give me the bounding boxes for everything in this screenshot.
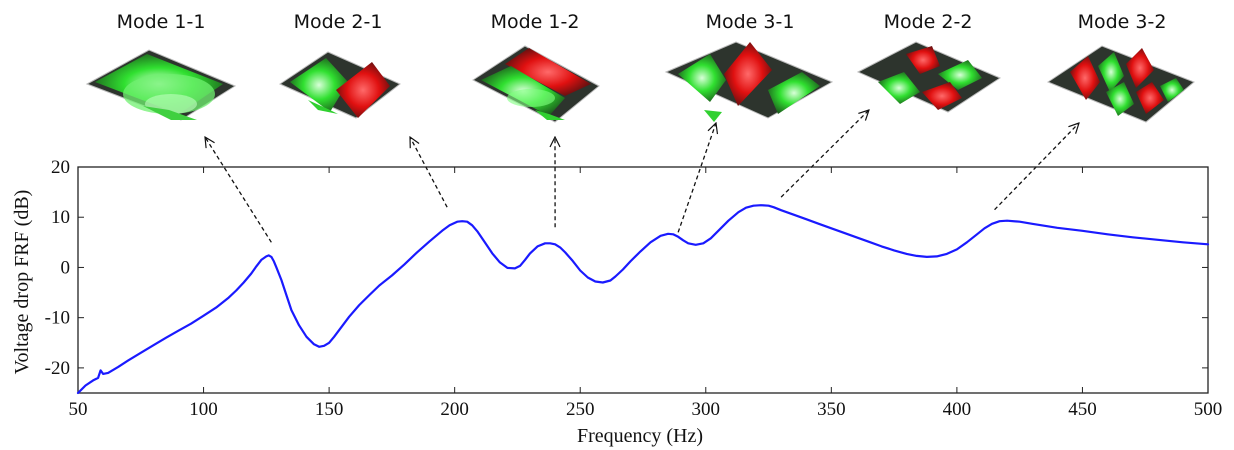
y-axis-title: Voltage drop FRF (dB) [11,190,33,375]
x-tick-label: 400 [943,399,972,420]
x-tick-label: 250 [566,399,595,420]
mode-title: Mode 3-1 [706,11,795,33]
mode-title: Mode 1-1 [117,11,206,33]
y-tick-label: 20 [51,157,70,178]
x-tick-label: 500 [1194,399,1223,420]
x-axis-ticks: 50 100 150 200 250 300 350 400 450 500 [69,167,1223,420]
mode-shape-1-2-picture [472,45,600,123]
mode-arrow [994,123,1079,211]
mode-arrow [205,137,272,243]
y-tick-label: -20 [45,358,70,379]
y-axis-ticks: -20 -10 0 10 20 [45,157,1208,379]
mode-shape-1-1-picture [85,49,237,121]
mode-arrow [677,123,716,233]
y-tick-label: 10 [51,207,70,228]
mode-title: Mode 1-2 [491,11,580,33]
mode-arrow [780,110,869,198]
x-tick-label: 100 [189,399,218,420]
x-tick-label: 50 [69,399,88,420]
plot-frame [77,166,1209,394]
x-tick-label: 450 [1068,399,1097,420]
mode-title: Mode 2-2 [884,11,973,33]
x-tick-label: 300 [692,399,721,420]
mode-arrows [205,110,1079,243]
mode-shape-2-1-picture [278,51,401,119]
mode-shape-2-2-picture [856,41,1002,113]
x-axis-title: Frequency (Hz) [577,425,703,447]
mode-shape-pictures [85,41,1195,123]
frf-series-line [76,204,1210,395]
mode-title: Mode 2-1 [294,11,383,33]
mode-shape-3-2-picture [1046,45,1195,123]
x-tick-label: 200 [440,399,469,420]
mode-title: Mode 3-2 [1078,11,1167,33]
mode-shape-3-1-picture [664,41,834,122]
x-tick-label: 150 [315,399,344,420]
mode-titles: Mode 1-1 Mode 2-1 Mode 1-2 Mode 3-1 Mode 2-2… [117,11,1167,33]
y-tick-label: -10 [45,308,70,329]
mode-arrow [410,137,448,208]
y-tick-label: 0 [61,257,71,278]
x-tick-label: 350 [817,399,846,420]
